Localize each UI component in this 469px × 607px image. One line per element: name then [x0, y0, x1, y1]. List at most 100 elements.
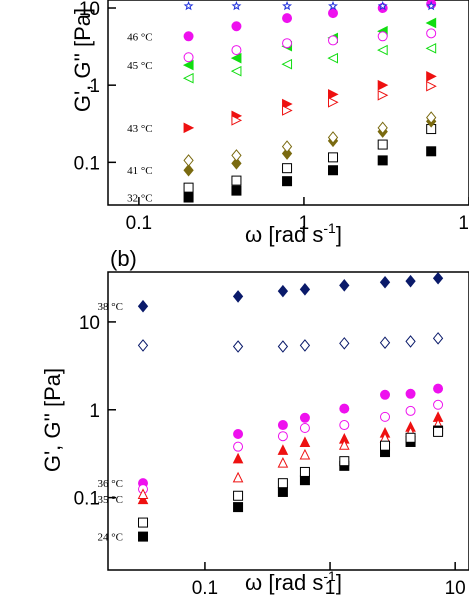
marker	[233, 502, 244, 513]
series-label: 41 °C	[127, 165, 153, 177]
x-axis-label-sup: -1	[323, 568, 336, 584]
marker	[138, 531, 149, 542]
x-tick-label: 0.1	[126, 213, 152, 234]
series-label: 36 °C	[98, 478, 124, 490]
x-tick-label: 10	[445, 578, 466, 599]
marker	[138, 517, 149, 528]
marker	[433, 426, 444, 437]
marker	[231, 45, 242, 56]
series-label: 24 °C	[98, 532, 124, 544]
marker	[183, 0, 194, 11]
marker	[377, 121, 388, 135]
marker	[231, 149, 242, 162]
marker	[327, 52, 339, 64]
marker	[339, 403, 350, 414]
marker	[426, 80, 437, 92]
marker	[183, 163, 194, 177]
marker	[379, 275, 391, 289]
marker	[377, 31, 388, 42]
marker	[377, 139, 388, 150]
marker	[137, 299, 149, 313]
marker	[377, 89, 389, 101]
y-tick-label: 1	[89, 401, 100, 422]
marker	[233, 490, 244, 501]
marker	[327, 131, 339, 144]
marker	[277, 486, 288, 497]
marker	[426, 111, 437, 124]
marker	[426, 71, 437, 82]
plot-frame	[107, 0, 469, 206]
marker	[328, 96, 339, 108]
marker	[299, 436, 311, 447]
marker	[299, 412, 310, 423]
series-label: 43 °C	[127, 123, 153, 135]
marker	[231, 175, 242, 186]
marker	[433, 399, 444, 410]
marker	[339, 279, 350, 292]
marker	[232, 471, 244, 483]
marker	[232, 452, 244, 464]
marker	[282, 163, 293, 174]
marker	[281, 140, 293, 153]
series-label: 35 °C	[98, 494, 124, 506]
marker	[277, 340, 289, 353]
series-label: 45 °C	[127, 60, 153, 72]
x-tick-label: 1	[299, 213, 310, 234]
marker	[233, 441, 244, 452]
marker	[183, 154, 194, 167]
marker	[277, 478, 288, 489]
marker	[231, 115, 243, 126]
marker	[339, 456, 350, 467]
x-axis-label: ω [rad s-1]	[245, 220, 342, 247]
marker	[277, 420, 288, 431]
marker	[137, 339, 149, 352]
marker	[405, 388, 416, 399]
y-tick-label: 10	[79, 313, 100, 334]
y-axis-label: G', G'' [Pa]	[40, 368, 65, 472]
marker	[328, 35, 339, 46]
marker	[282, 38, 293, 49]
x-axis-label: ω [rad s-1]	[245, 568, 342, 595]
marker	[277, 431, 288, 442]
x-tick-label: 10	[458, 213, 469, 234]
y-axis-label: G', G'' [Pa]	[70, 8, 95, 112]
marker	[282, 13, 293, 24]
marker	[231, 21, 242, 32]
marker	[377, 155, 388, 166]
marker	[231, 185, 242, 196]
marker	[432, 332, 444, 345]
marker	[230, 52, 242, 64]
marker	[380, 411, 391, 422]
y-tick-label: 10	[79, 0, 100, 20]
marker	[433, 383, 444, 394]
marker	[183, 52, 194, 63]
marker	[299, 339, 311, 352]
y-tick-label: 0.1	[74, 153, 100, 174]
marker	[281, 58, 293, 70]
marker	[377, 44, 388, 56]
marker	[338, 439, 350, 450]
marker	[328, 89, 339, 100]
marker	[233, 428, 244, 439]
marker	[425, 43, 437, 54]
panel-label: (b)	[110, 246, 137, 271]
marker	[425, 17, 437, 29]
y-tick-label: 1	[89, 76, 100, 97]
series-label: 38 °C	[98, 301, 124, 313]
marker	[380, 440, 391, 451]
marker	[232, 340, 244, 353]
marker	[282, 105, 293, 116]
x-axis-label-end: ]	[336, 222, 342, 247]
marker	[299, 423, 310, 434]
marker	[183, 31, 194, 42]
marker	[299, 448, 311, 460]
marker	[277, 444, 289, 455]
marker	[282, 0, 293, 11]
marker	[328, 165, 339, 176]
marker	[426, 0, 437, 11]
marker	[183, 122, 195, 134]
marker	[137, 493, 149, 505]
plot-frame	[107, 271, 469, 571]
x-axis-label-end: ]	[336, 570, 342, 595]
